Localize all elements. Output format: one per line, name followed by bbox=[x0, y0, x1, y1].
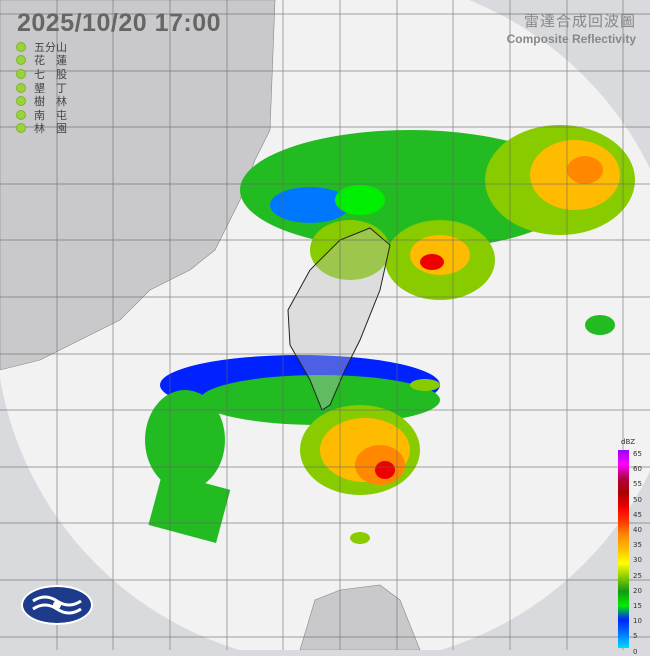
scale-tick-label: 35 bbox=[633, 541, 642, 550]
station-item: 南 屯 bbox=[16, 108, 92, 122]
scale-tick-label: 60 bbox=[633, 465, 642, 474]
station-item: 樹 林 bbox=[16, 94, 92, 108]
wind-swirl-icon bbox=[32, 595, 82, 615]
status-dot-icon bbox=[16, 109, 26, 120]
product-title: 雷達合成回波圖 Composite Reflectivity bbox=[507, 10, 636, 46]
status-dot-icon bbox=[16, 82, 26, 93]
station-item: 墾 丁 bbox=[16, 81, 92, 95]
scale-tick-label: 25 bbox=[633, 571, 642, 580]
product-title-zh: 雷達合成回波圖 bbox=[523, 12, 636, 30]
station-item: 花 蓮 bbox=[16, 54, 92, 67]
scale-color-bar bbox=[618, 450, 629, 648]
status-dot-icon bbox=[16, 123, 26, 134]
scale-tick-label: 10 bbox=[633, 617, 642, 626]
scale-tick-label: 40 bbox=[633, 526, 642, 534]
scale-tick-label: 5 bbox=[633, 632, 638, 641]
product-title-en: Composite Reflectivity bbox=[506, 32, 636, 46]
status-dot-icon bbox=[16, 55, 26, 66]
cwa-logo bbox=[21, 585, 93, 625]
status-dot-icon bbox=[16, 68, 26, 79]
status-dot-icon bbox=[16, 96, 26, 107]
philippines-land bbox=[299, 584, 421, 650]
observation-datetime: 2025/10/20 17:00 bbox=[17, 9, 222, 37]
china-coast-land bbox=[0, 0, 276, 371]
scale-tick-label: 65 bbox=[633, 450, 642, 458]
scale-tick-label: 20 bbox=[633, 586, 642, 595]
radar-echoes bbox=[145, 125, 635, 544]
scale-tick-label: 55 bbox=[633, 480, 642, 489]
scale-tick-label: 50 bbox=[633, 495, 642, 504]
scale-unit: dBZ bbox=[621, 438, 636, 446]
scale-tick-label: 30 bbox=[633, 556, 642, 565]
station-item: 七 股 bbox=[16, 67, 92, 81]
station-item: 林 園 bbox=[16, 122, 92, 135]
status-dot-icon bbox=[16, 41, 26, 52]
scale-tick-label: 0 bbox=[633, 647, 638, 656]
scale-tick-label: 15 bbox=[633, 602, 642, 610]
station-item: 五分山 bbox=[16, 40, 92, 54]
radar-station-list: 五分山 花 蓮 七 股 墾 丁 樹 林 南 屯 林 園 bbox=[16, 40, 92, 135]
scale-tick-label: 45 bbox=[633, 510, 642, 519]
